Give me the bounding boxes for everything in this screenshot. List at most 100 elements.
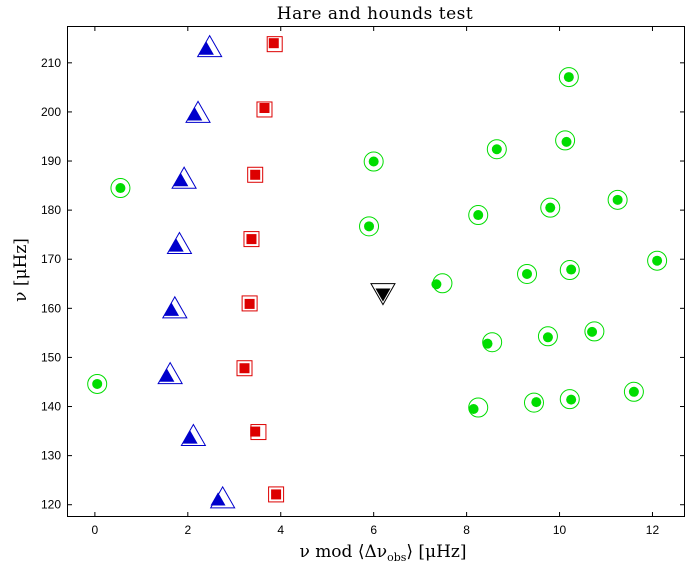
y-tick-label: 160 xyxy=(41,301,61,315)
data-square-marker xyxy=(271,489,282,500)
x-axis-label-tail: ⟩ [μHz] xyxy=(406,542,466,562)
data-triangle-marker xyxy=(159,368,175,382)
reference-down-triangle-marker xyxy=(370,283,396,306)
data-points xyxy=(87,34,668,509)
data-circle-marker xyxy=(652,255,663,266)
reference-circle-marker xyxy=(558,67,579,88)
x-tick-label: 2 xyxy=(184,523,191,537)
reference-circle-marker xyxy=(517,263,538,284)
chart-title: Hare and hounds test xyxy=(277,4,473,24)
reference-circle-marker xyxy=(647,250,668,271)
x-axis-label-main: ν mod ⟨Δν xyxy=(299,542,387,562)
reference-circle-marker xyxy=(559,260,580,281)
reference-square-marker xyxy=(256,101,273,118)
x-axis-label: ν mod ⟨Δνobs⟩ [μHz] xyxy=(299,542,466,564)
y-tick-label: 200 xyxy=(41,105,61,119)
data-circle-marker xyxy=(473,210,484,221)
reference-square-marker xyxy=(236,360,253,377)
data-square-marker xyxy=(259,102,270,113)
data-square-marker xyxy=(244,298,255,309)
reference-circle-marker xyxy=(559,389,580,410)
data-circle-marker xyxy=(368,156,379,167)
x-tick-label: 4 xyxy=(277,523,284,537)
reference-circle-marker xyxy=(523,392,544,413)
data-circle-marker xyxy=(566,264,577,275)
data-triangle-marker xyxy=(173,173,189,187)
reference-circle-marker xyxy=(555,130,576,151)
data-down-triangle-marker xyxy=(375,288,391,302)
x-tick-label: 6 xyxy=(370,523,377,537)
data-circle-marker xyxy=(561,136,572,147)
x-tick-label: 8 xyxy=(463,523,470,537)
reference-circle-marker xyxy=(110,178,131,199)
data-circle-marker xyxy=(431,279,442,290)
axis-ticks: 0 2 4 6 8 10 12 120 130 140 150 160 170 180 190 200 210 xyxy=(41,26,685,537)
reference-square-marker xyxy=(268,486,285,503)
data-circle-marker xyxy=(482,338,493,349)
data-circle-marker xyxy=(468,403,479,414)
data-circle-marker xyxy=(491,144,502,155)
y-tick-label: 140 xyxy=(41,400,61,414)
data-triangle-marker xyxy=(182,430,198,444)
data-square-marker xyxy=(250,169,261,180)
data-circle-marker xyxy=(566,394,577,405)
reference-triangle-marker xyxy=(196,34,223,58)
data-square-marker xyxy=(239,363,250,374)
data-circle-marker xyxy=(531,397,542,408)
reference-circle-marker xyxy=(468,397,489,418)
data-triangle-marker xyxy=(164,302,180,316)
reference-triangle-marker xyxy=(171,166,197,189)
reference-triangle-marker xyxy=(161,295,188,319)
y-tick-label: 150 xyxy=(41,350,61,364)
y-tick-label: 170 xyxy=(41,252,61,266)
data-circle-marker xyxy=(628,386,639,397)
data-square-marker xyxy=(250,426,261,437)
reference-circle-marker xyxy=(486,139,507,160)
data-circle-marker xyxy=(92,378,103,389)
data-circle-marker xyxy=(612,194,623,205)
data-circle-marker xyxy=(542,332,553,343)
reference-circle-marker xyxy=(540,197,561,218)
x-tick-label: 12 xyxy=(646,523,660,537)
data-circle-marker xyxy=(522,268,533,279)
reference-circle-marker xyxy=(87,373,108,394)
data-triangle-marker xyxy=(187,107,203,121)
reference-square-marker xyxy=(247,166,264,183)
data-circle-marker xyxy=(587,326,598,337)
data-triangle-marker xyxy=(198,41,214,55)
reference-square-marker xyxy=(241,295,258,312)
reference-triangle-marker xyxy=(166,231,193,254)
data-square-marker xyxy=(246,234,257,245)
data-triangle-marker xyxy=(168,238,184,252)
y-tick-label: 180 xyxy=(41,203,61,217)
data-square-marker xyxy=(268,38,279,49)
x-axis-label-subscript: obs xyxy=(387,551,407,564)
reference-triangle-marker xyxy=(185,100,211,123)
data-triangle-marker xyxy=(210,492,226,506)
reference-circle-marker xyxy=(537,326,558,347)
reference-circle-marker xyxy=(359,216,380,237)
y-tick-label: 190 xyxy=(41,154,61,168)
reference-triangle-marker xyxy=(180,423,207,446)
y-tick-label: 210 xyxy=(41,56,61,70)
x-tick-label: 0 xyxy=(92,523,99,537)
reference-circle-marker xyxy=(482,332,503,353)
reference-circle-marker xyxy=(468,205,489,226)
data-circle-marker xyxy=(545,202,556,213)
y-axis-label: ν [μHz] xyxy=(11,238,31,302)
data-circle-marker xyxy=(563,72,574,83)
x-tick-label: 10 xyxy=(553,523,567,537)
reference-circle-marker xyxy=(584,321,605,342)
y-tick-label: 120 xyxy=(41,498,61,512)
reference-square-marker xyxy=(266,36,283,53)
y-tick-label: 130 xyxy=(41,449,61,463)
reference-circle-marker xyxy=(623,381,644,402)
reference-triangle-marker xyxy=(157,361,184,385)
reference-circle-marker xyxy=(607,189,628,210)
data-circle-marker xyxy=(364,221,375,232)
data-circle-marker xyxy=(115,183,126,194)
reference-circle-marker xyxy=(363,151,384,172)
reference-square-marker xyxy=(243,231,260,248)
